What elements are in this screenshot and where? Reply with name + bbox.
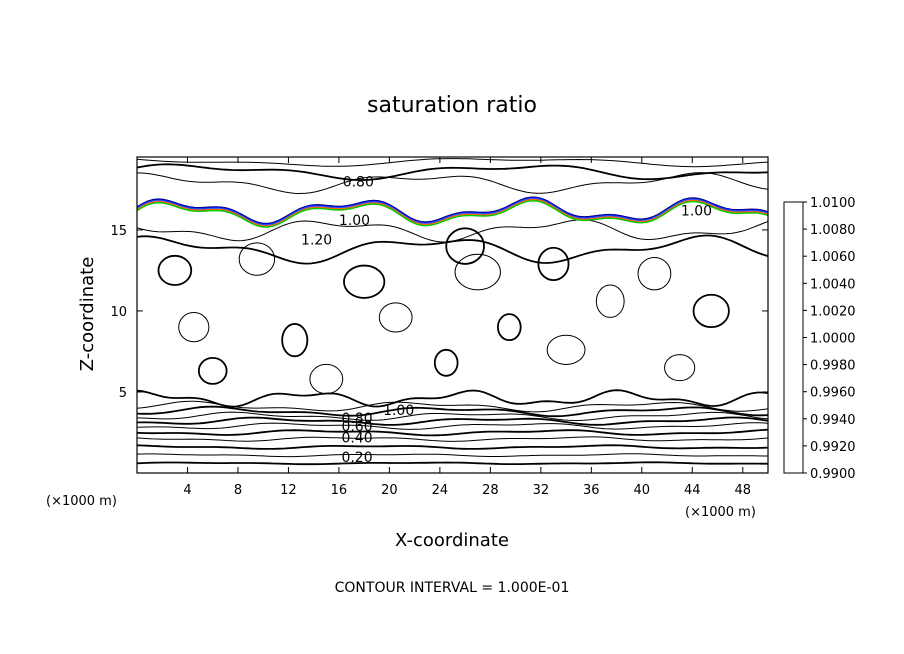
x-axis-label: X-coordinate xyxy=(395,530,509,551)
contour-label-1: 1.00 xyxy=(339,213,370,229)
y-tick-label-0: 5 xyxy=(119,386,127,401)
saturation-band-3 xyxy=(137,200,768,228)
x-tick-label-1: 8 xyxy=(234,483,242,498)
x-tick-label-11: 48 xyxy=(734,483,751,498)
contour-blob-10 xyxy=(595,284,625,318)
y-tick-label-2: 15 xyxy=(110,224,127,239)
y-axis-label: Z-coordinate xyxy=(77,257,98,372)
colorbar-label-3: 1.0040 xyxy=(810,277,856,292)
contour-label-0: 0.80 xyxy=(343,174,374,190)
contour-blob-16 xyxy=(664,354,696,382)
contour-low-6 xyxy=(137,416,768,426)
contour-label-4: 1.00 xyxy=(383,403,414,419)
contour-low-9 xyxy=(137,400,768,413)
colorbar-frame xyxy=(783,201,804,474)
colorbar-label-9: 0.9920 xyxy=(810,440,856,455)
x-tick-label-9: 40 xyxy=(634,483,651,498)
contour-cloud-low xyxy=(137,234,768,265)
colorbar-label-6: 0.9980 xyxy=(810,359,856,374)
saturation-band-1 xyxy=(137,197,768,226)
contour-low-5 xyxy=(137,422,768,430)
x-unit-label-right: (×1000 m) xyxy=(685,505,756,520)
contour-upper-0 xyxy=(137,163,768,181)
contour-blob-15 xyxy=(546,334,586,365)
contour-label-3: 1.20 xyxy=(301,233,332,249)
contour-low-3 xyxy=(137,436,768,442)
plot-frame xyxy=(136,156,769,474)
contour-blob-13 xyxy=(309,363,344,395)
x-tick-label-3: 16 xyxy=(331,483,348,498)
contour-lines xyxy=(137,158,768,466)
saturation-band-0 xyxy=(137,196,768,225)
contour-label-5: 0.80 xyxy=(341,411,372,427)
colorbar-label-1: 1.0080 xyxy=(810,223,856,238)
contour-blob-9 xyxy=(496,313,522,342)
contour-blob-0 xyxy=(157,254,193,286)
y-axis-ticks: 5 10 15 xyxy=(110,224,768,401)
chart-title: saturation ratio xyxy=(367,93,537,118)
colorbar-label-7: 0.9960 xyxy=(810,386,856,401)
contour-low-8 xyxy=(137,405,768,418)
contour-blob-3 xyxy=(454,253,501,291)
x-tick-label-7: 32 xyxy=(533,483,550,498)
y-tick-label-1: 10 xyxy=(110,305,127,320)
contour-labels: 0.801.001.001.201.000.800.600.400.20 xyxy=(301,174,712,465)
contour-label-8: 0.20 xyxy=(341,450,372,466)
contour-blob-1 xyxy=(238,242,276,276)
contour-interval-footer: CONTOUR INTERVAL = 1.000E-01 xyxy=(335,580,570,596)
contour-low-4 xyxy=(137,428,768,437)
x-tick-label-2: 12 xyxy=(280,483,297,498)
colorbar: 1.0100 1.0080 1.0060 1.0040 1.0020 1.0000 0.99… xyxy=(783,196,856,482)
colorbar-label-0: 1.0100 xyxy=(810,196,856,211)
contour-upper-1 xyxy=(137,172,768,195)
colorbar-label-5: 1.0000 xyxy=(810,332,856,347)
contour-blob-6 xyxy=(178,312,210,343)
colorbar-label-4: 1.0020 xyxy=(810,304,856,319)
contour-blob-8 xyxy=(378,302,413,333)
contour-blob-2 xyxy=(343,264,386,299)
contour-label-7: 0.40 xyxy=(341,430,372,446)
contour-blob-12 xyxy=(197,357,228,385)
contour-blob-5 xyxy=(637,256,672,291)
contour-label-2: 1.00 xyxy=(681,203,712,219)
contour-low-7 xyxy=(137,411,768,421)
saturation-fill-bands xyxy=(137,196,768,228)
x-tick-label-6: 28 xyxy=(482,483,499,498)
contour-low-2 xyxy=(137,444,768,450)
x-tick-label-0: 4 xyxy=(183,483,191,498)
colorbar-label-10: 0.9900 xyxy=(810,467,856,482)
contour-low-0 xyxy=(137,461,768,466)
x-tick-label-4: 20 xyxy=(381,483,398,498)
x-tick-label-10: 44 xyxy=(684,483,701,498)
colorbar-label-2: 1.0060 xyxy=(810,250,856,265)
contour-cloud-mid xyxy=(137,219,768,243)
contour-blob-11 xyxy=(692,293,730,329)
contour-upper-2 xyxy=(137,158,768,168)
saturation-band-2 xyxy=(137,198,768,227)
x-tick-label-8: 36 xyxy=(583,483,600,498)
contour-blob-4 xyxy=(537,246,570,282)
contour-low-1 xyxy=(137,453,768,458)
contour-blob-17 xyxy=(445,227,485,265)
x-tick-label-5: 24 xyxy=(432,483,449,498)
contour-low-boundary xyxy=(137,389,768,408)
contour-blob-14 xyxy=(433,348,459,377)
x-unit-label-left: (×1000 m) xyxy=(46,494,117,509)
colorbar-label-8: 0.9940 xyxy=(810,413,856,428)
contour-label-6: 0.60 xyxy=(341,419,372,435)
x-axis-ticks: 4 8 12 16 20 24 28 32 36 40 44 48 xyxy=(183,157,751,498)
contour-blob-7 xyxy=(281,323,309,358)
